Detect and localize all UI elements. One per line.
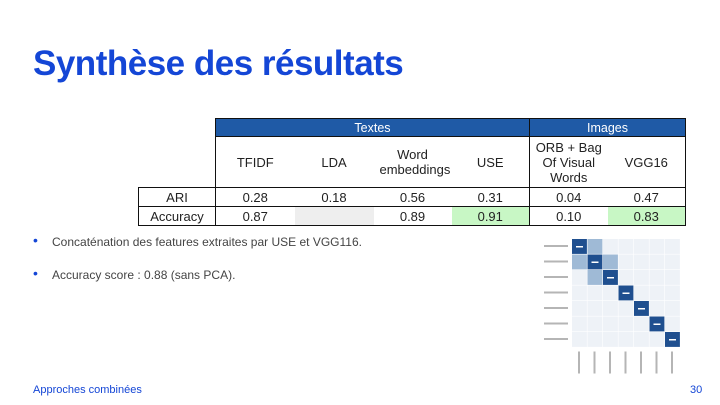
matrix-cell <box>587 301 603 316</box>
row-label-accuracy: Accuracy <box>138 206 216 226</box>
matrix-row-label-mark <box>544 338 568 340</box>
matrix-cell <box>572 254 587 270</box>
column-header-orb-bovw: ORB + Bag Of Visual Words <box>529 136 608 188</box>
table-row: ARI 0.28 0.18 0.56 0.31 0.04 0.47 <box>138 187 686 207</box>
bullet-dot-icon: • <box>33 232 38 248</box>
matrix-cell <box>603 285 618 301</box>
matrix-col-label-mark <box>640 351 642 374</box>
bullet-dot-icon: • <box>33 265 38 281</box>
cell: 0.47 <box>607 187 686 207</box>
matrix-diagonal-value-mark <box>591 261 599 263</box>
matrix-cell <box>618 239 634 254</box>
matrix-row-label-mark <box>544 276 568 278</box>
matrix-cell <box>665 285 680 301</box>
matrix-cell <box>572 285 587 301</box>
cell: 0.28 <box>215 187 295 207</box>
bullet-list: • Concaténation des features extraites p… <box>33 232 362 300</box>
matrix-cell <box>618 254 634 270</box>
matrix-diagonal-value-mark <box>622 292 630 294</box>
matrix-cell <box>665 270 680 285</box>
matrix-cell <box>603 316 618 332</box>
matrix-cell <box>618 270 634 285</box>
matrix-cell <box>572 332 587 347</box>
matrix-cell <box>603 301 618 316</box>
column-header-use: USE <box>451 136 530 188</box>
matrix-cell <box>634 316 649 332</box>
matrix-cell <box>665 239 680 254</box>
matrix-cell <box>587 270 603 285</box>
group-header-textes: Textes <box>215 118 530 137</box>
group-header-images: Images <box>529 118 686 137</box>
cell: 0.56 <box>373 187 452 207</box>
matrix-cell <box>649 270 665 285</box>
matrix-cell <box>603 332 618 347</box>
matrix-cell <box>665 254 680 270</box>
matrix-cell <box>572 270 587 285</box>
footer-section-name: Approches combinées <box>33 384 142 396</box>
matrix-cell <box>587 316 603 332</box>
matrix-diagonal-value-mark <box>576 246 583 248</box>
matrix-row-label-mark <box>544 291 568 294</box>
matrix-cell <box>649 301 665 316</box>
matrix-cell <box>618 332 634 347</box>
table-row: Accuracy 0.87 0.89 0.91 0.10 0.83 <box>138 206 686 226</box>
cell: 0.04 <box>529 187 608 207</box>
matrix-diagonal-value-mark <box>638 308 645 310</box>
list-item: • Concaténation des features extraites p… <box>33 232 362 267</box>
matrix-cell <box>665 301 680 316</box>
matrix-cell <box>603 254 618 270</box>
bullet-text: Concaténation des features extraites par… <box>52 235 362 249</box>
matrix-cell <box>665 316 680 332</box>
matrix-col-label-mark <box>593 351 596 374</box>
cell: 0.87 <box>215 206 295 226</box>
column-header-lda: LDA <box>321 154 347 170</box>
matrix-diagonal-value-mark <box>669 339 676 341</box>
matrix-cell <box>618 316 634 332</box>
matrix-cell <box>634 332 649 347</box>
cell-highlight: 0.83 <box>607 206 686 226</box>
matrix-row-label-mark <box>544 245 568 247</box>
matrix-cell <box>634 254 649 270</box>
matrix-col-label-mark <box>578 351 580 374</box>
matrix-cell <box>634 239 649 254</box>
matrix-cell <box>618 301 634 316</box>
matrix-diagonal-value-mark <box>607 277 614 279</box>
matrix-col-label-mark <box>655 351 658 374</box>
matrix-row-label-mark <box>544 322 568 325</box>
matrix-cell <box>572 316 587 332</box>
confusion-matrix-image <box>544 239 680 374</box>
matrix-row-label-mark <box>544 260 568 263</box>
results-table: Textes Images TFIDF LDA Word embeddings … <box>138 118 686 226</box>
column-header-vgg16: VGG16 <box>607 136 686 188</box>
matrix-cell <box>649 285 665 301</box>
cell: 0.89 <box>373 206 452 226</box>
column-header-word-embeddings: Word embeddings <box>379 147 451 177</box>
matrix-cell <box>572 301 587 316</box>
cell-highlight: 0.91 <box>451 206 530 226</box>
cell: 0.31 <box>451 187 530 207</box>
matrix-col-label-mark <box>671 351 673 374</box>
page-number: 30 <box>690 384 703 396</box>
matrix-cell <box>587 332 603 347</box>
matrix-col-label-mark <box>609 351 611 374</box>
column-header-tfidf: TFIDF <box>215 136 295 188</box>
list-item: • Accuracy score : 0.88 (sans PCA). <box>33 265 362 300</box>
bullet-text: Accuracy score : 0.88 (sans PCA). <box>52 268 236 282</box>
cell-empty <box>294 206 374 226</box>
matrix-cell <box>649 254 665 270</box>
matrix-diagonal-value-mark <box>653 323 661 325</box>
matrix-cell <box>634 285 649 301</box>
matrix-cell <box>649 239 665 254</box>
cell: 0.18 <box>294 187 374 207</box>
matrix-cell <box>649 332 665 347</box>
matrix-cell <box>587 239 603 254</box>
matrix-cell <box>603 239 618 254</box>
slide-title: Synthèse des résultats <box>33 44 404 83</box>
matrix-cell <box>634 270 649 285</box>
matrix-col-label-mark <box>624 351 627 374</box>
matrix-row-label-mark <box>544 307 568 309</box>
row-label-ari: ARI <box>138 187 216 207</box>
cell: 0.10 <box>529 206 608 226</box>
matrix-cell <box>587 285 603 301</box>
